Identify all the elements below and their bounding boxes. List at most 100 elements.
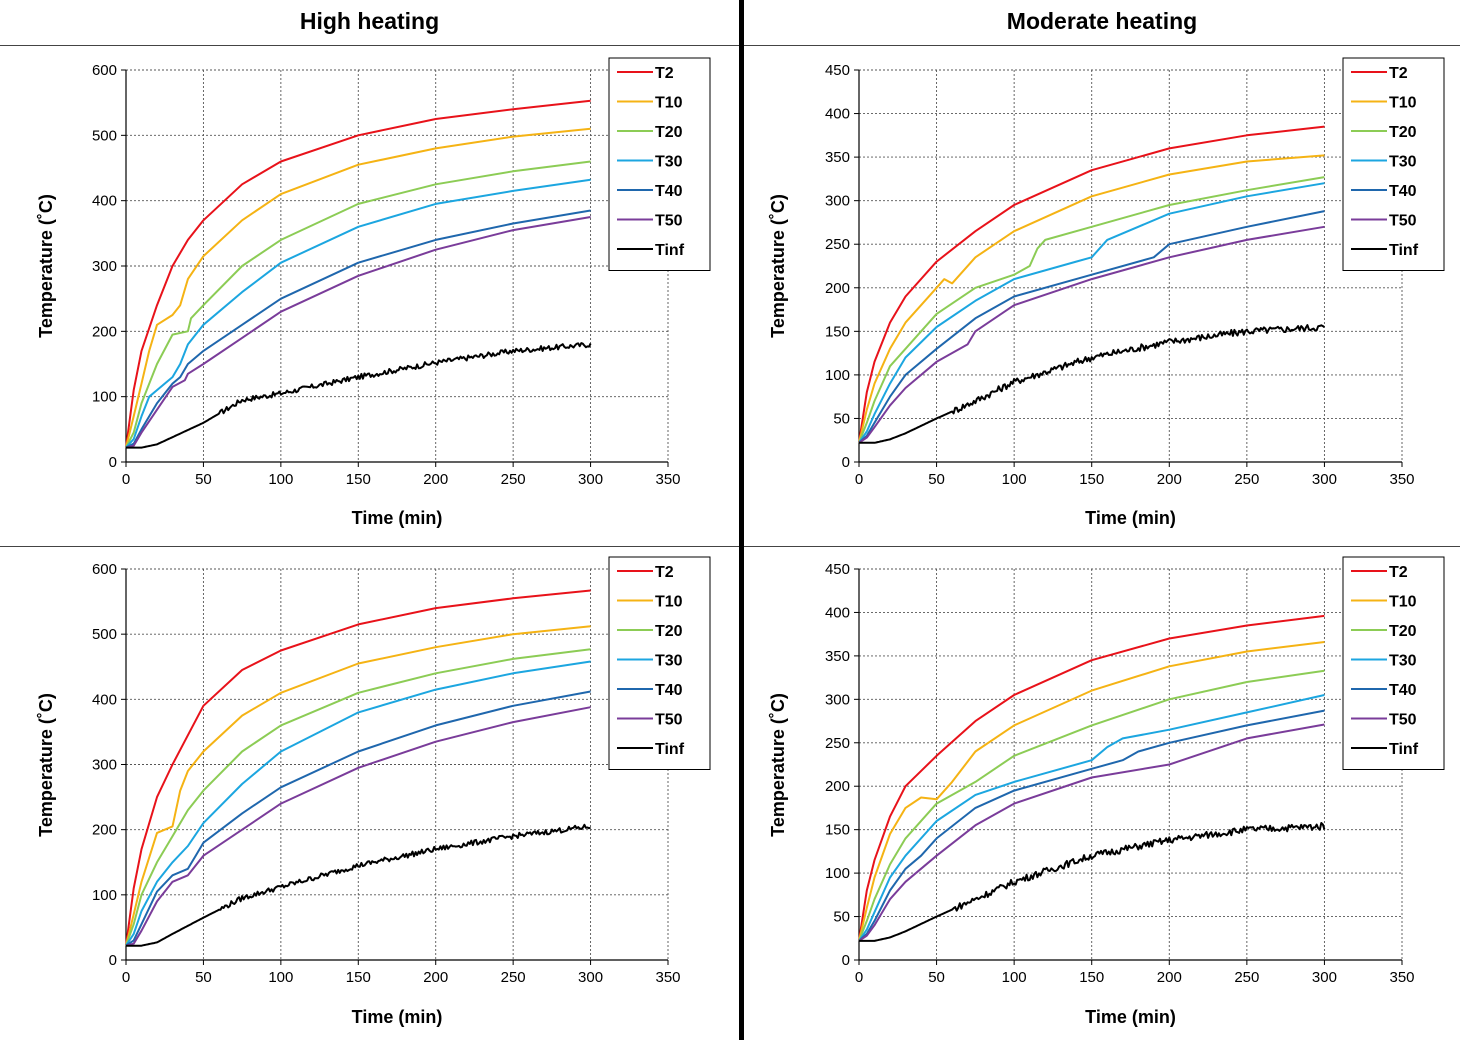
chart-moderate-heating-top: 0501001502002503003504004500 50 100 150 200 2… (744, 46, 1460, 544)
legend-label: T30 (1389, 154, 1417, 171)
y-tick-label: 300 (92, 258, 117, 275)
x-tick-label: 300 (578, 471, 603, 488)
legend-label: T50 (1389, 213, 1417, 230)
y-tick-label: 50 (833, 909, 850, 926)
legend-label: T40 (1389, 682, 1417, 699)
legend-label: T2 (1389, 564, 1408, 581)
x-tick-label: 50 (928, 471, 945, 488)
series-lines (859, 616, 1324, 941)
series-line-t20 (126, 162, 591, 448)
legend: T2 T10 T20 T30 T40 T50 Tinf (1343, 58, 1444, 271)
legend-label: Tinf (1389, 741, 1419, 758)
y-tick-label: 0 (842, 454, 850, 471)
x-tick-label: 100 (1002, 471, 1027, 488)
y-tick-label: 100 (92, 887, 117, 904)
legend-label: T50 (655, 712, 683, 729)
gridlines (859, 70, 1402, 462)
y-tick-label: 600 (92, 62, 117, 79)
legend-label: T2 (655, 564, 674, 581)
x-tick-label: 250 (501, 969, 526, 986)
x-tick-label: 350 (655, 471, 680, 488)
y-tick-label: 400 (825, 604, 850, 621)
y-tick-label: 0 (842, 952, 850, 969)
y-tick-label: 350 (825, 648, 850, 665)
series-line-t50 (859, 725, 1324, 941)
x-tick-label: 0 (122, 969, 130, 986)
y-tick-label: 150 (825, 822, 850, 839)
legend-label: T40 (655, 682, 683, 699)
y-axis-label: Temperature (˚C) (36, 194, 56, 338)
x-axis-label: Time (min) (352, 508, 443, 528)
chart-high-heating-top: 0 100 200 300 400 500 600 0 50 100 150 200 250 300 350… (0, 46, 739, 544)
y-axis-label: Temperature (˚C) (768, 693, 788, 837)
legend-label: T10 (655, 95, 683, 112)
legend-label: T2 (1389, 65, 1408, 82)
x-axis-label: Time (min) (352, 1007, 443, 1027)
y-tick-label: 350 (825, 149, 850, 166)
y-tick-label: 500 (92, 127, 117, 144)
x-axis-label: Time (min) (1085, 508, 1176, 528)
gridlines (859, 569, 1402, 960)
legend-label: Tinf (655, 741, 685, 758)
y-tick-label: 250 (825, 735, 850, 752)
column-title-moderate-heating: Moderate heating (744, 8, 1460, 35)
y-tick-label: 50 (833, 410, 850, 427)
y-tick-label: 200 (825, 280, 850, 297)
y-tick-label: 100 (92, 389, 117, 406)
legend-label: T40 (655, 183, 683, 200)
y-tick-label: 0 (109, 454, 117, 471)
y-tick-label: 300 (825, 193, 850, 210)
series-lines (126, 591, 591, 946)
x-tick-label: 0 (855, 969, 863, 986)
y-tick-label: 200 (92, 822, 117, 839)
legend-label: T10 (1389, 95, 1417, 112)
x-tick-label: 250 (501, 471, 526, 488)
x-tick-label: 100 (268, 969, 293, 986)
y-tick-label: 300 (92, 757, 117, 774)
legend-label: T30 (655, 154, 683, 171)
x-tick-label: 0 (855, 471, 863, 488)
x-tick-label: 100 (1002, 969, 1027, 986)
legend: T2 T10 T20 T30 T40 T50 Tinf (609, 557, 710, 770)
y-tick-label: 100 (825, 865, 850, 882)
legend-label: T40 (1389, 183, 1417, 200)
x-tick-label: 300 (578, 969, 603, 986)
x-tick-label: 250 (1234, 969, 1259, 986)
legend-label: T50 (655, 213, 683, 230)
y-tick-label: 450 (825, 561, 850, 578)
legend-label: T30 (655, 653, 683, 670)
x-tick-label: 150 (1079, 969, 1104, 986)
x-tick-label: 200 (1157, 969, 1182, 986)
x-tick-label: 200 (423, 969, 448, 986)
y-tick-label: 600 (92, 561, 117, 578)
legend-label: Tinf (1389, 242, 1419, 259)
legend-label: Tinf (655, 242, 685, 259)
column-title-high-heating: High heating (0, 8, 739, 35)
x-tick-label: 300 (1312, 969, 1337, 986)
y-axis-label: Temperature (˚C) (768, 194, 788, 338)
y-tick-label: 200 (92, 323, 117, 340)
legend-label: T10 (655, 594, 683, 611)
x-tick-label: 350 (655, 969, 680, 986)
legend-label: T50 (1389, 712, 1417, 729)
x-tick-label: 350 (1389, 969, 1414, 986)
y-tick-label: 200 (825, 778, 850, 795)
y-axis-label: Temperature (˚C) (36, 693, 56, 837)
x-tick-label: 0 (122, 471, 130, 488)
legend-label: T20 (655, 124, 683, 141)
x-tick-label: 150 (346, 471, 371, 488)
x-tick-label: 200 (1157, 471, 1182, 488)
legend-label: T2 (655, 65, 674, 82)
y-tick-label: 400 (92, 691, 117, 708)
legend-label: T20 (1389, 623, 1417, 640)
x-tick-label: 50 (195, 471, 212, 488)
x-tick-label: 200 (423, 471, 448, 488)
legend-label: T10 (1389, 594, 1417, 611)
y-tick-label: 500 (92, 626, 117, 643)
x-tick-label: 50 (928, 969, 945, 986)
x-tick-label: 150 (346, 969, 371, 986)
x-tick-label: 350 (1389, 471, 1414, 488)
legend: T2 T10 T20 T30 T40 T50 Tinf (1343, 557, 1444, 770)
legend-label: T20 (1389, 124, 1417, 141)
chart-high-heating-bottom: 0 100 200 300 400 500 600 0 50 100 150 200 250 300 350… (0, 547, 739, 1040)
